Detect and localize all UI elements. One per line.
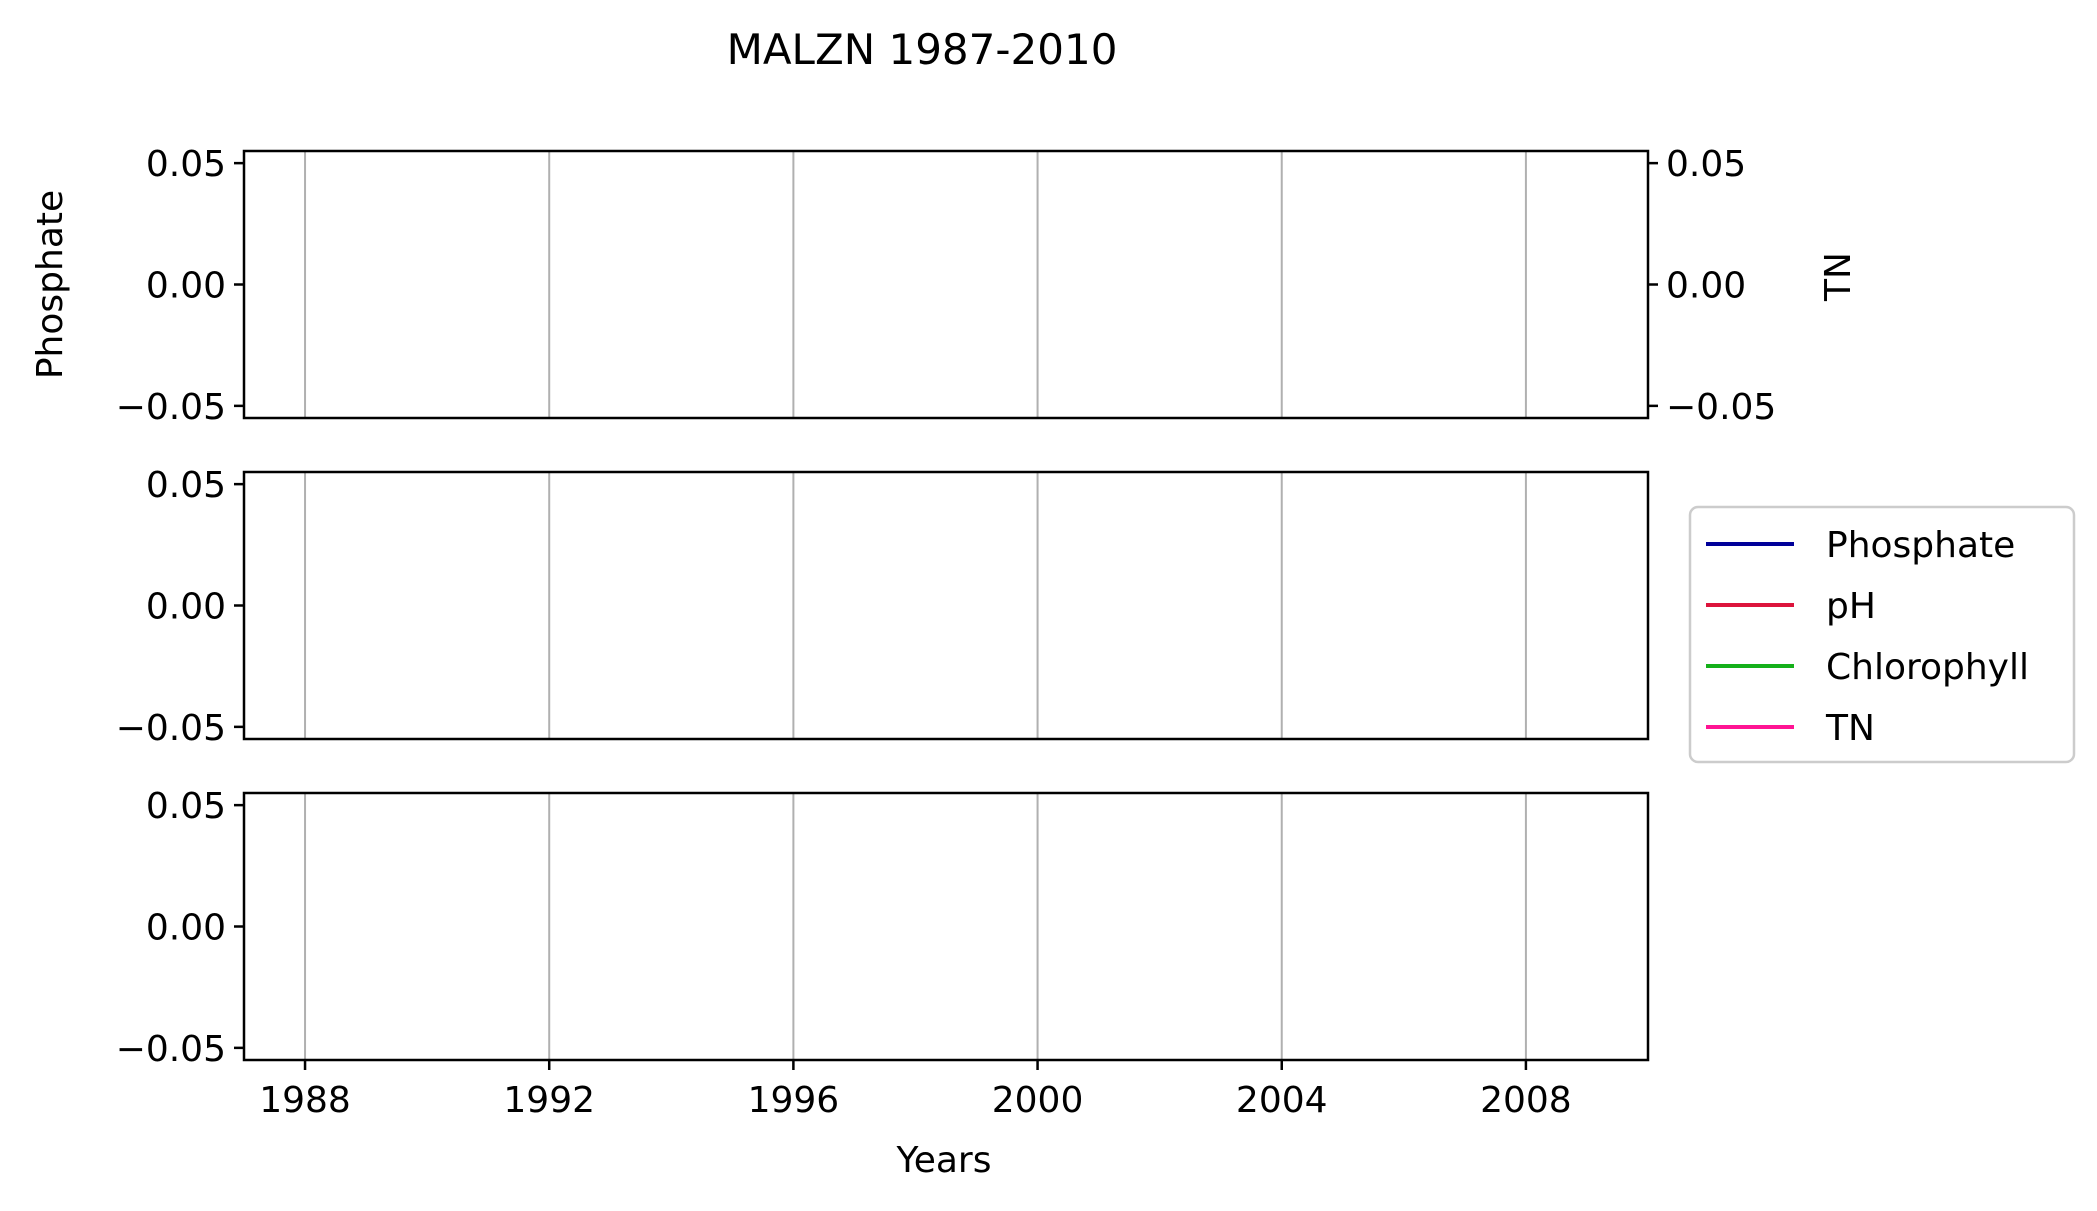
legend: Phosphate pH Chlorophyll TN [1688, 505, 2076, 764]
y-tick-label: −0.05 [116, 708, 226, 749]
legend-item-phosphate: Phosphate [1706, 525, 2015, 566]
y-axis-label-right: TN [1818, 252, 1859, 302]
y2-tick-label: −0.05 [1666, 387, 1776, 428]
legend-box [1688, 505, 2076, 764]
y-tick-label: 0.05 [146, 786, 226, 827]
y-tick-label: 0.00 [146, 266, 226, 307]
y-tick-label: 0.00 [146, 587, 226, 628]
x-tick-label: 1988 [259, 1080, 351, 1121]
y-tick-label: 0.00 [146, 908, 226, 949]
panels-layer: 0.050.00−0.05Phosphate0.050.00−0.05TN0.0… [30, 144, 1859, 1070]
legend-label: pH [1826, 586, 1876, 627]
panel-2: 0.05 0.00 −0.05 [116, 465, 1650, 749]
legend-label: TN [1825, 708, 1875, 749]
x-tick-label: 2000 [992, 1080, 1084, 1121]
y2-tick-label: 0.00 [1666, 266, 1746, 307]
chart-title: MALZN 1987-2010 [727, 25, 1118, 74]
y-tick-label: 0.05 [146, 465, 226, 506]
panel-1: 0.05 0.00 −0.05 Phosphate 0.05 0.00 −0.05 TN [30, 144, 1859, 428]
y-tick-label: −0.05 [116, 387, 226, 428]
x-axis-label: Years [896, 1140, 992, 1181]
y2-tick-label: 0.05 [1666, 144, 1746, 185]
y-tick-label: −0.05 [116, 1029, 226, 1070]
legend-label: Phosphate [1826, 525, 2015, 566]
y-tick-label: 0.05 [146, 144, 226, 185]
legend-item-tn: TN [1706, 708, 1875, 749]
x-tick-label: 2004 [1236, 1080, 1328, 1121]
x-tick-label: 2008 [1480, 1080, 1572, 1121]
legend-item-ph: pH [1706, 586, 1876, 627]
panel-3: 0.05 0.00 −0.05 [116, 786, 1650, 1070]
legend-label: Chlorophyll [1826, 647, 2029, 688]
x-tick-label: 1992 [503, 1080, 595, 1121]
x-axis: 1988 1992 1996 2000 2004 2008 [259, 1060, 1572, 1121]
x-tick-label: 1996 [748, 1080, 840, 1121]
y-axis-label-left: Phosphate [30, 190, 71, 379]
legend-entries: Phosphate pH Chlorophyll TN [1706, 525, 2029, 749]
legend-item-chlorophyll: Chlorophyll [1706, 647, 2029, 688]
